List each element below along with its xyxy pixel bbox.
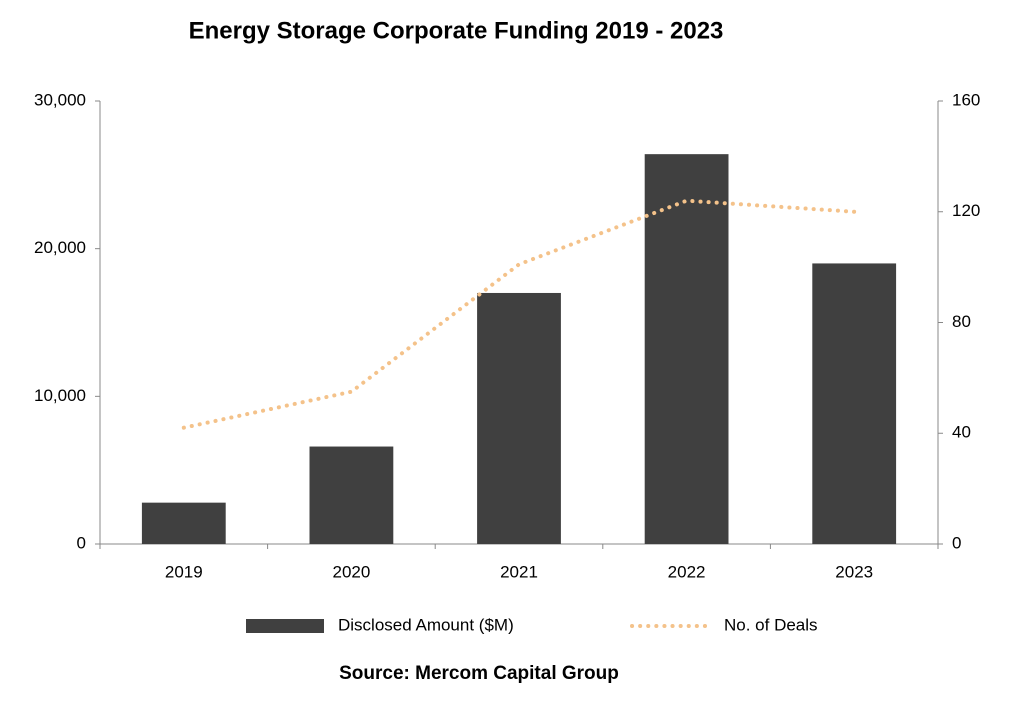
x-tick-label: 2021 (500, 562, 538, 581)
chart-title: Energy Storage Corporate Funding 2019 - … (189, 17, 724, 44)
source-note: Source: Mercom Capital Group (339, 663, 619, 684)
bar (644, 154, 729, 544)
y2-tick-label: 0 (952, 533, 961, 552)
x-tick-label: 2019 (165, 562, 203, 581)
bar (812, 263, 897, 544)
bar (141, 502, 226, 544)
x-tick-label: 2023 (835, 562, 873, 581)
y-tick-label: 10,000 (34, 386, 86, 405)
legend-swatch (246, 619, 324, 633)
y-tick-label: 20,000 (34, 238, 86, 257)
y2-tick-label: 40 (952, 423, 971, 442)
x-tick-label: 2022 (668, 562, 706, 581)
x-tick-label: 2020 (332, 562, 370, 581)
y2-tick-label: 120 (952, 201, 980, 220)
y-tick-label: 0 (77, 533, 86, 552)
bar (477, 292, 561, 544)
legend-label: No. of Deals (724, 615, 818, 634)
y2-tick-label: 80 (952, 312, 971, 331)
y-tick-label: 30,000 (34, 90, 86, 109)
legend-label: Disclosed Amount ($M) (338, 615, 514, 634)
deals-line (181, 198, 857, 430)
bar (309, 446, 394, 544)
y2-tick-label: 160 (952, 90, 980, 109)
